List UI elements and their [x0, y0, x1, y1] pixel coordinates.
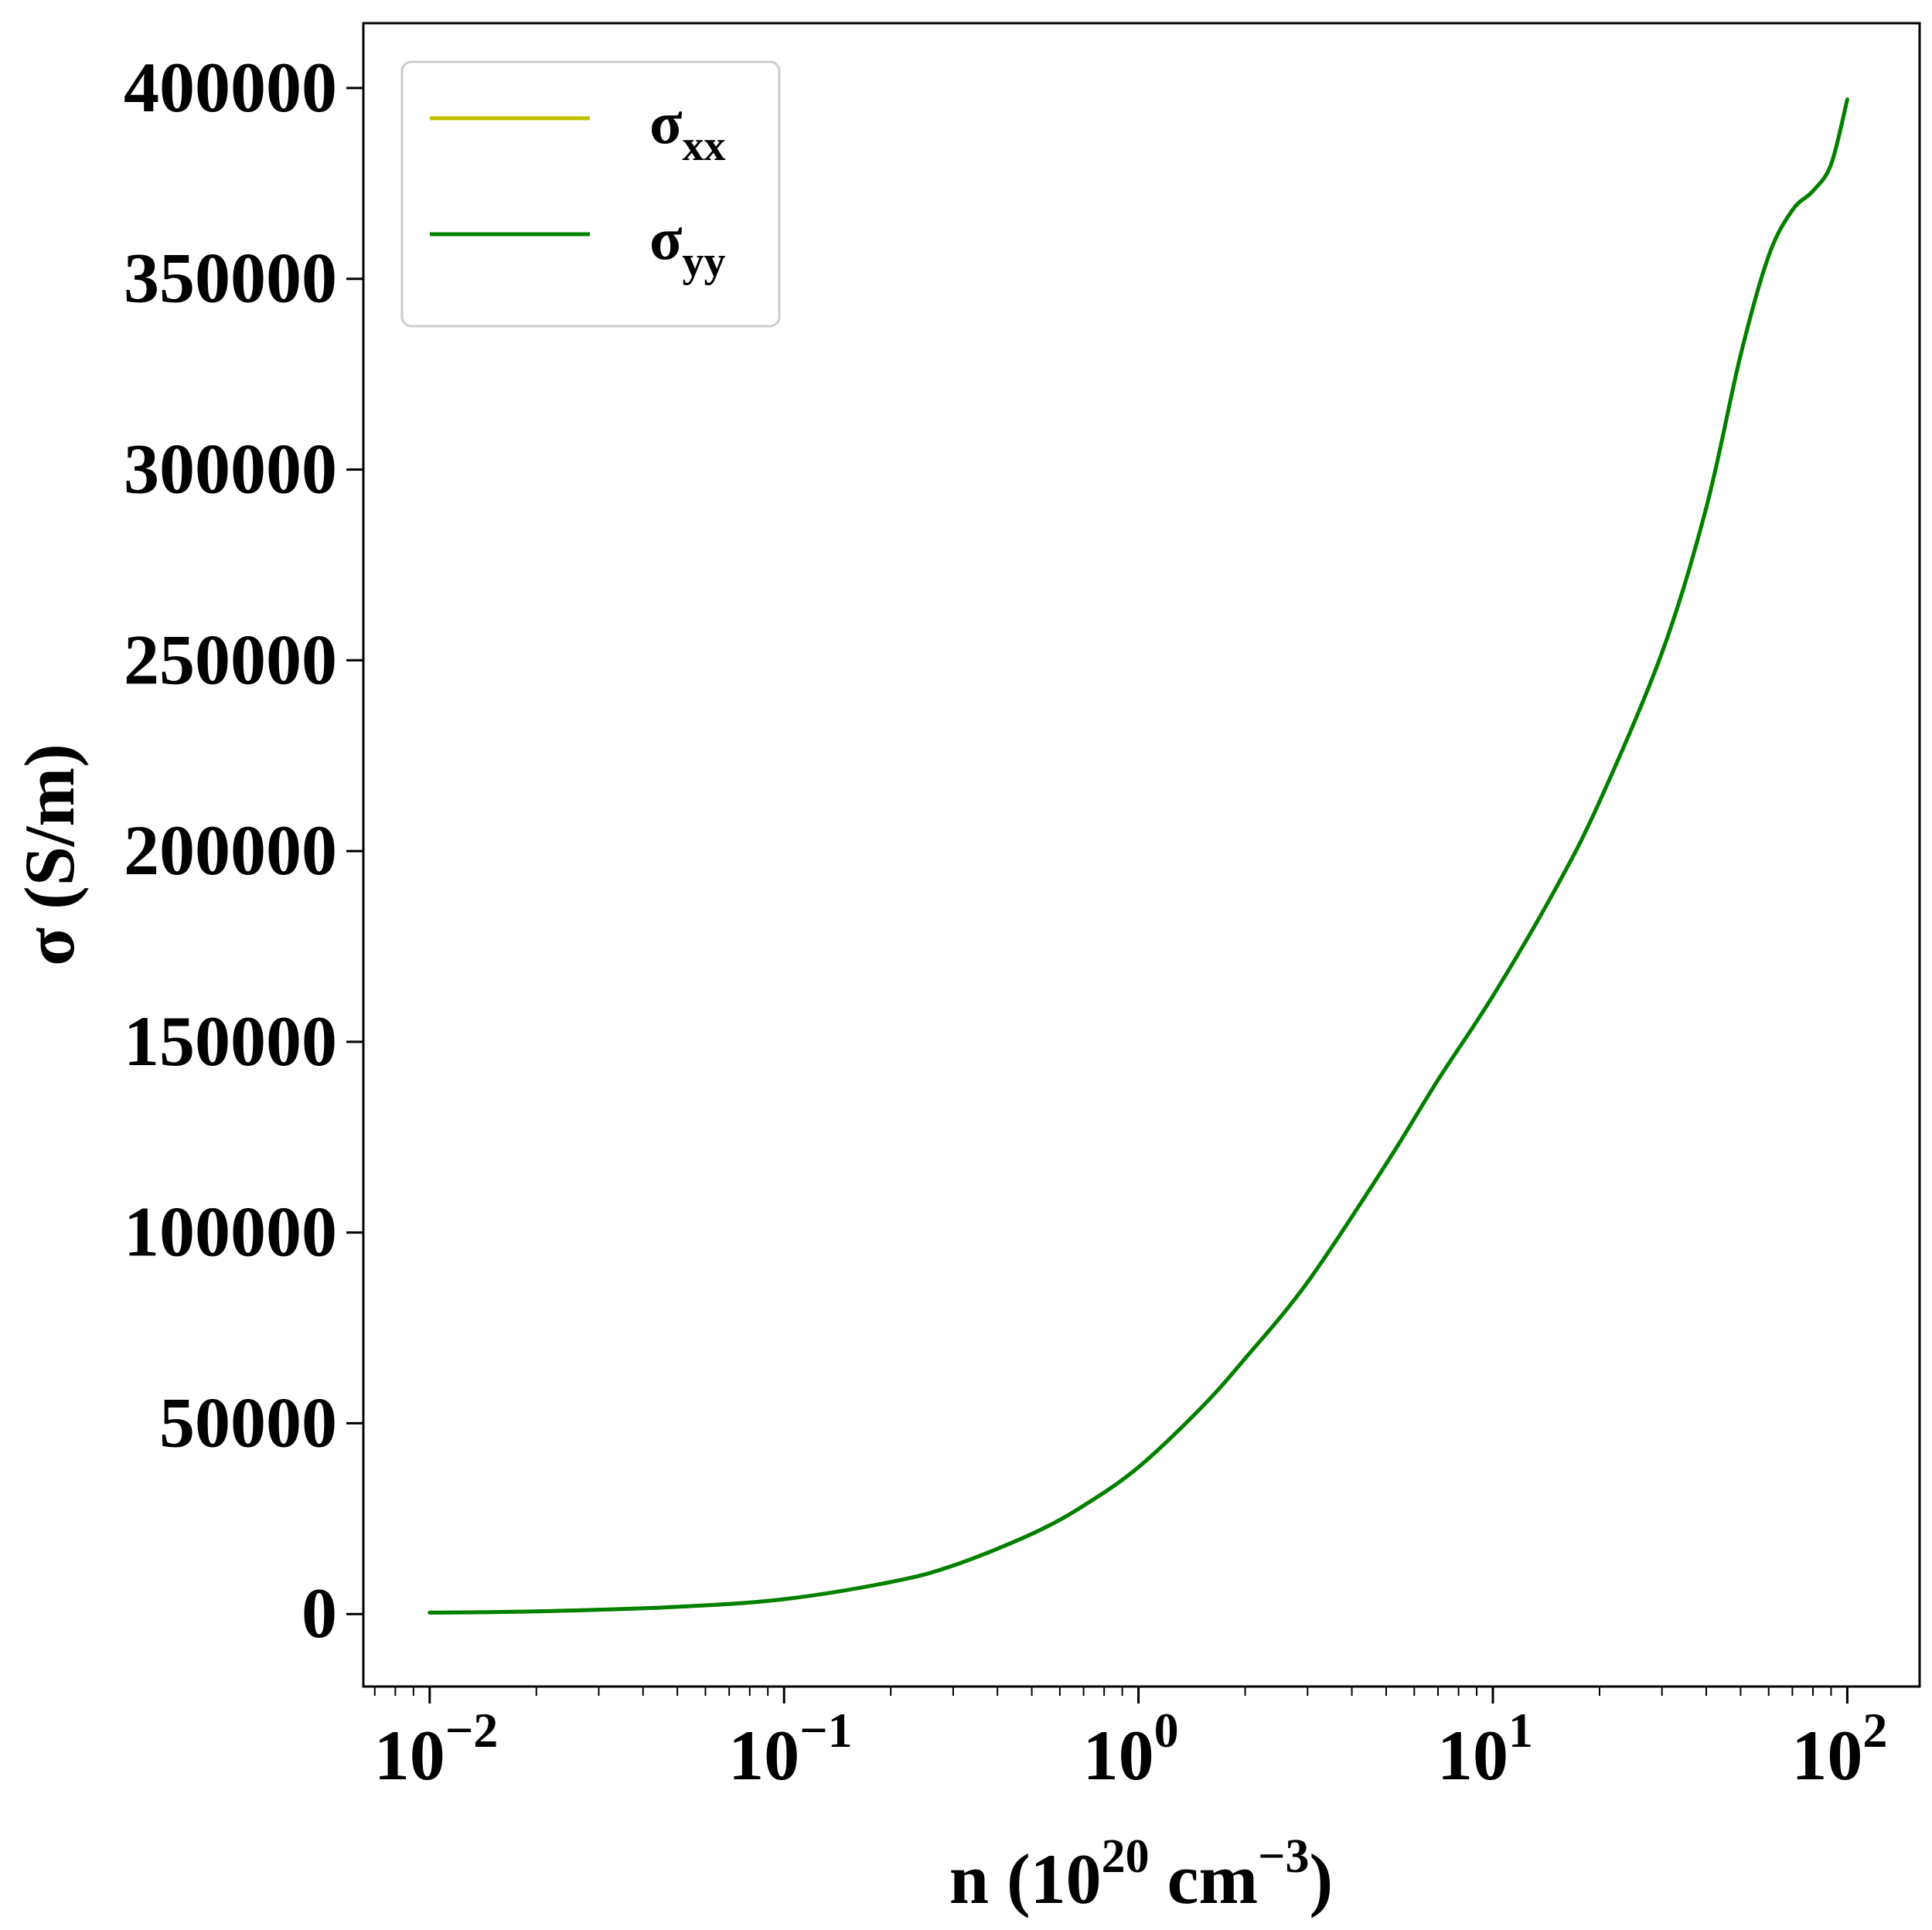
legend-label-sigma-xx-base: σ — [649, 89, 682, 156]
x-tick-label-base-2: 10 — [1083, 1716, 1154, 1795]
x-tick-label-2: 100 — [1083, 1703, 1179, 1795]
legend-label-sigma-yy-base: σ — [649, 205, 682, 272]
x-axis-label-exp1: 20 — [1102, 1830, 1150, 1883]
x-tick-label-1: 10−1 — [728, 1703, 852, 1795]
legend-label-sigma-yy-sub: yy — [682, 238, 725, 286]
x-minor-ticks — [373, 1687, 1832, 1696]
y-tick-label-6: 300000 — [124, 429, 337, 508]
x-axis-label-exp2: −3 — [1258, 1830, 1309, 1883]
x-tick-label-exp-4: 2 — [1862, 1703, 1887, 1758]
x-tick-label-exp-1: −1 — [799, 1703, 852, 1758]
x-tick-label-0: 10−2 — [374, 1703, 498, 1795]
y-tick-label-0: 0 — [302, 1574, 337, 1653]
x-axis-label-main: n (10 — [949, 1840, 1102, 1918]
x-tick-label-3: 101 — [1437, 1703, 1533, 1795]
x-major-ticks: 10−2 10−1 100 101 102 — [374, 1687, 1887, 1795]
y-axis-label: σ (S/m) — [10, 744, 89, 966]
y-tick-label-3: 150000 — [124, 1002, 337, 1081]
x-tick-label-base-3: 10 — [1437, 1716, 1508, 1795]
x-tick-label-base-1: 10 — [728, 1716, 799, 1795]
y-tick-label-4: 200000 — [124, 811, 337, 890]
y-tick-label-5: 250000 — [124, 620, 337, 699]
x-tick-label-base-4: 10 — [1791, 1716, 1862, 1795]
x-tick-label-exp-2: 0 — [1154, 1703, 1179, 1758]
y-tick-label-8: 400000 — [124, 48, 337, 127]
legend-label-sigma-xx: σxx — [649, 89, 725, 170]
x-axis-label: n (1020 cm−3) — [949, 1830, 1333, 1918]
x-axis-label-close: ) — [1310, 1840, 1334, 1918]
y-tick-label-1: 50000 — [159, 1383, 337, 1462]
y-major-ticks: 0 50000 100000 150000 200000 250000 300000 3500… — [124, 48, 363, 1653]
x-axis-label-unit: cm — [1150, 1840, 1258, 1918]
legend-box — [400, 60, 781, 328]
x-tick-label-base-0: 10 — [374, 1716, 445, 1795]
x-tick-label-4: 102 — [1791, 1703, 1887, 1795]
legend-label-sigma-yy: σyy — [649, 205, 725, 286]
series-lines — [428, 97, 1849, 1615]
y-tick-label-2: 100000 — [124, 1193, 337, 1271]
x-tick-label-exp-0: −2 — [445, 1703, 498, 1758]
legend-label-sigma-xx-sub: xx — [682, 122, 725, 170]
series-line-1 — [428, 97, 1849, 1615]
plot-frame — [362, 22, 1921, 1688]
x-tick-label-exp-3: 1 — [1508, 1703, 1533, 1758]
y-tick-label-7: 350000 — [124, 239, 337, 318]
legend: σxx σyy — [400, 60, 781, 328]
